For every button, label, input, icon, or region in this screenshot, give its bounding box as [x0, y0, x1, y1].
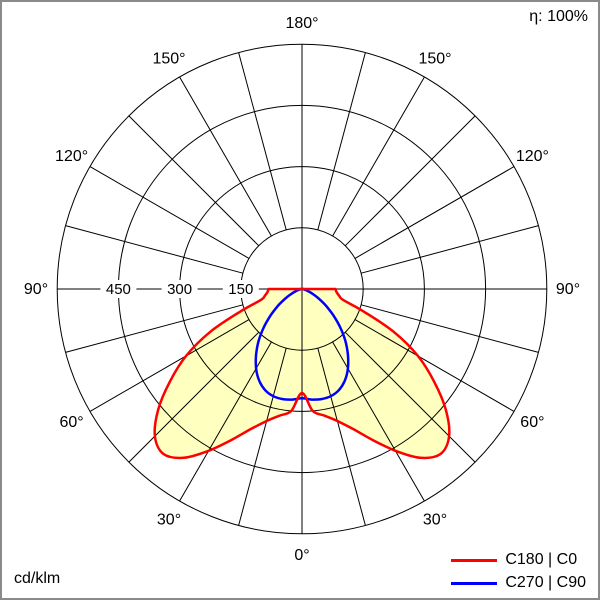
grid-spoke	[89, 166, 250, 259]
angle-label: 0°	[294, 547, 309, 564]
angle-label: 150°	[418, 51, 451, 68]
grid-spoke	[317, 347, 366, 526]
grid-spoke	[128, 331, 260, 463]
legend-item-c90-c270: C270 | C90	[451, 574, 586, 592]
grid-spoke	[332, 76, 425, 237]
grid-spoke	[354, 319, 515, 412]
angle-label: 120°	[55, 148, 88, 165]
angle-label: 120°	[516, 148, 549, 165]
radial-scale-label: 150	[228, 281, 253, 298]
grid-spoke	[354, 166, 515, 259]
legend-label-c90-c270: C270 | C90	[505, 574, 586, 591]
angle-label: 150°	[152, 51, 185, 68]
grid-spoke	[238, 347, 287, 526]
efficiency-label: η: 100%	[529, 8, 588, 25]
grid-spoke	[317, 52, 366, 231]
c90-c270-line-swatch	[451, 581, 498, 585]
c0-c180-curve	[153, 287, 451, 460]
c90-c270-curve	[254, 287, 350, 401]
angle-label: 180°	[285, 15, 318, 32]
unit-label: cd/klm	[14, 570, 61, 587]
grid-spoke	[360, 304, 539, 353]
angle-label: 60°	[59, 414, 83, 431]
legend-label-c0-c180: C180 | C0	[505, 551, 578, 568]
radial-scale-label: 450	[106, 281, 131, 298]
angle-label: 30°	[157, 511, 181, 528]
angle-label: 60°	[520, 414, 544, 431]
grid-spoke	[179, 76, 272, 237]
angle-label: 90°	[556, 281, 580, 298]
legend: C180 | C0 C270 | C90	[451, 551, 586, 592]
grid-spoke	[128, 115, 260, 247]
grid-spoke	[89, 319, 250, 412]
grid-spoke	[65, 304, 244, 353]
radial-scale-label: 300	[167, 281, 192, 298]
grid-spoke	[360, 225, 539, 274]
c0-c180-line-swatch	[451, 558, 498, 562]
legend-item-c0-c180: C180 | C0	[451, 551, 586, 569]
radial-label-backing	[161, 280, 198, 298]
grid-spoke	[344, 115, 476, 247]
angle-label: 90°	[24, 281, 48, 298]
grid-spoke	[344, 331, 476, 463]
radial-label-backing	[222, 280, 259, 298]
angle-label: 30°	[423, 511, 447, 528]
radial-label-backing	[100, 280, 137, 298]
grid-spoke	[65, 225, 244, 274]
grid-spoke	[238, 52, 287, 231]
